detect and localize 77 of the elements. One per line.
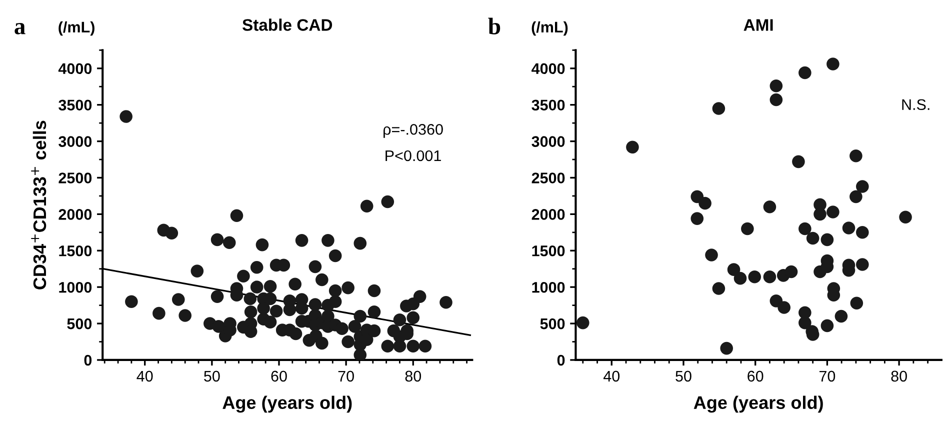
y-tick-label: 1500 (532, 245, 565, 256)
point (770, 79, 783, 92)
point (856, 180, 869, 193)
x-axis-title: Age (years old) (222, 396, 352, 413)
x-tick-label: 50 (676, 370, 692, 382)
point (806, 232, 820, 245)
point (784, 265, 798, 278)
point (850, 296, 864, 310)
x-tick-label: 70 (819, 370, 836, 382)
point (792, 155, 805, 168)
text: b (488, 18, 500, 34)
point (712, 102, 726, 115)
text: a (14, 23, 26, 34)
x-axis-title: Age (years old) (694, 396, 823, 413)
annotation: ρ=-.0360 (384, 124, 443, 138)
x-tick-label: 40 (136, 370, 153, 382)
text: (/mL) (58, 21, 94, 36)
chart-title: AMI (744, 19, 773, 31)
y-tick-label: 4000 (58, 63, 92, 74)
y-tick-label: 3500 (58, 100, 92, 111)
point (690, 212, 704, 225)
y-tick-label: 0 (84, 354, 92, 366)
point (798, 222, 812, 236)
point (899, 210, 912, 224)
y-tick-label: 500 (540, 318, 565, 330)
x-tick-label: 80 (891, 370, 907, 382)
x-tick-label: 80 (405, 370, 422, 382)
y-tick-label: 500 (67, 318, 92, 330)
point (798, 316, 812, 330)
point (727, 263, 740, 276)
point (741, 222, 754, 236)
point (763, 270, 776, 284)
point (778, 301, 790, 314)
point (720, 342, 733, 355)
point (798, 66, 812, 80)
point (820, 319, 834, 332)
point (712, 282, 726, 295)
point (705, 248, 718, 262)
y-tick-label: 3000 (532, 136, 565, 147)
x-tick-label: 60 (748, 370, 764, 382)
point (856, 226, 869, 239)
point (820, 233, 834, 246)
chart-title: Stable CAD (242, 18, 332, 31)
y-tick-label: 2000 (532, 209, 565, 220)
annotation: N.S. (902, 99, 930, 110)
x-tick-label: 60 (271, 370, 287, 382)
point (842, 222, 856, 234)
point (834, 310, 848, 323)
point (734, 272, 747, 285)
text: (/mL) (532, 21, 568, 36)
point (770, 93, 783, 106)
point (748, 270, 762, 284)
point (850, 149, 862, 162)
point (576, 316, 590, 330)
point (850, 190, 862, 204)
x-tick-label: 70 (338, 370, 354, 382)
y-axis-title: CD34$^{+}$CD133$^{+}$ cells (31, 120, 46, 290)
y-tick-label: 1000 (59, 282, 92, 293)
point (856, 258, 869, 271)
y-tick-label: 2500 (532, 172, 565, 184)
point (814, 208, 826, 221)
point (763, 200, 776, 214)
x-tick-label: 50 (204, 370, 220, 382)
y-tick-label: 2500 (58, 172, 92, 184)
x-tick-label: 40 (603, 370, 620, 382)
point (826, 206, 840, 218)
y-tick-label: 1000 (532, 282, 565, 293)
y-tick-label: 4000 (532, 63, 565, 74)
point (698, 196, 712, 210)
point (826, 58, 840, 70)
point (626, 140, 639, 154)
y-tick-label: 1500 (59, 245, 92, 256)
y-tick-label: 0 (557, 354, 565, 366)
annotation: P<0.001 (386, 150, 441, 162)
y-tick-label: 2000 (58, 209, 92, 220)
y-tick-label: 3500 (532, 100, 565, 111)
y-tick-label: 3000 (58, 136, 92, 147)
